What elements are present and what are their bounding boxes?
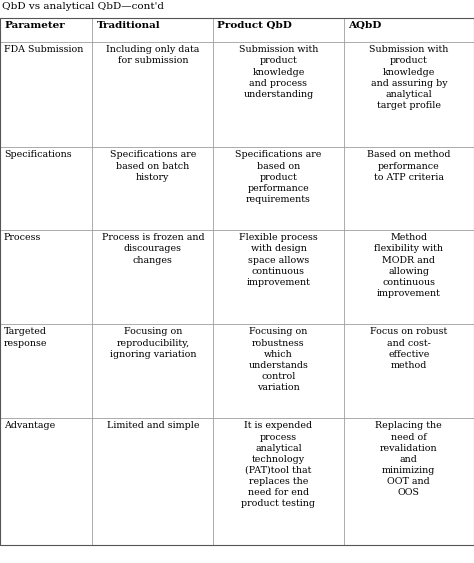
Text: Traditional: Traditional: [96, 21, 160, 30]
Text: Submission with
product
knowledge
and process
understanding: Submission with product knowledge and pr…: [239, 46, 318, 99]
Bar: [344, 324, 474, 418]
Bar: [213, 230, 344, 324]
Text: Submission with
product
knowledge
and assuring by
analytical
target profile: Submission with product knowledge and as…: [369, 46, 448, 110]
Bar: [0, 17, 92, 42]
Text: Including only data
for submission: Including only data for submission: [106, 46, 200, 65]
Bar: [344, 147, 474, 230]
Text: Targeted
response: Targeted response: [4, 328, 47, 347]
Text: Focus on robust
and cost-
effective
method: Focus on robust and cost- effective meth…: [370, 328, 447, 370]
Text: Limited and simple: Limited and simple: [107, 422, 199, 431]
Bar: [344, 42, 474, 147]
Bar: [213, 418, 344, 546]
Text: Process is frozen and
discourages
changes: Process is frozen and discourages change…: [101, 234, 204, 265]
Text: Replacing the
need of
revalidation
and
minimizing
OOT and
OOS: Replacing the need of revalidation and m…: [375, 422, 442, 497]
Text: FDA Submission: FDA Submission: [4, 46, 83, 55]
Bar: [92, 324, 213, 418]
Text: It is expended
process
analytical
technology
(PAT)tool that
replaces the
need fo: It is expended process analytical techno…: [241, 422, 316, 508]
Text: Focusing on
reproducibility,
ignoring variation: Focusing on reproducibility, ignoring va…: [109, 328, 196, 359]
Text: Flexible process
with design
space allows
continuous
improvement: Flexible process with design space allow…: [239, 234, 318, 287]
Text: Specifications are
based on batch
history: Specifications are based on batch histor…: [109, 150, 196, 182]
Bar: [92, 42, 213, 147]
Text: Advantage: Advantage: [4, 422, 55, 431]
Text: Focusing on
robustness
which
understands
control
variation: Focusing on robustness which understands…: [248, 328, 309, 392]
Bar: [344, 418, 474, 546]
Text: Specifications are
based on
product
performance
requirements: Specifications are based on product perf…: [235, 150, 322, 204]
Bar: [92, 230, 213, 324]
Bar: [0, 324, 92, 418]
Text: Parameter: Parameter: [4, 21, 65, 30]
Bar: [213, 147, 344, 230]
Bar: [0, 147, 92, 230]
Bar: [213, 42, 344, 147]
Bar: [344, 230, 474, 324]
Text: AQbD: AQbD: [347, 21, 381, 30]
Bar: [0, 230, 92, 324]
Bar: [92, 418, 213, 546]
Text: Specifications: Specifications: [4, 150, 72, 159]
Text: Process: Process: [4, 234, 41, 243]
Text: QbD vs analytical QbD—cont'd: QbD vs analytical QbD—cont'd: [2, 2, 164, 11]
Text: Product QbD: Product QbD: [217, 21, 292, 30]
Bar: [344, 17, 474, 42]
Bar: [92, 17, 213, 42]
Text: Based on method
performance
to ATP criteria: Based on method performance to ATP crite…: [367, 150, 451, 182]
Bar: [0, 418, 92, 546]
Bar: [213, 17, 344, 42]
Bar: [213, 324, 344, 418]
Text: Method
flexibility with
MODR and
allowing
continuous
improvement: Method flexibility with MODR and allowin…: [374, 234, 443, 298]
Bar: [92, 147, 213, 230]
Bar: [0, 42, 92, 147]
